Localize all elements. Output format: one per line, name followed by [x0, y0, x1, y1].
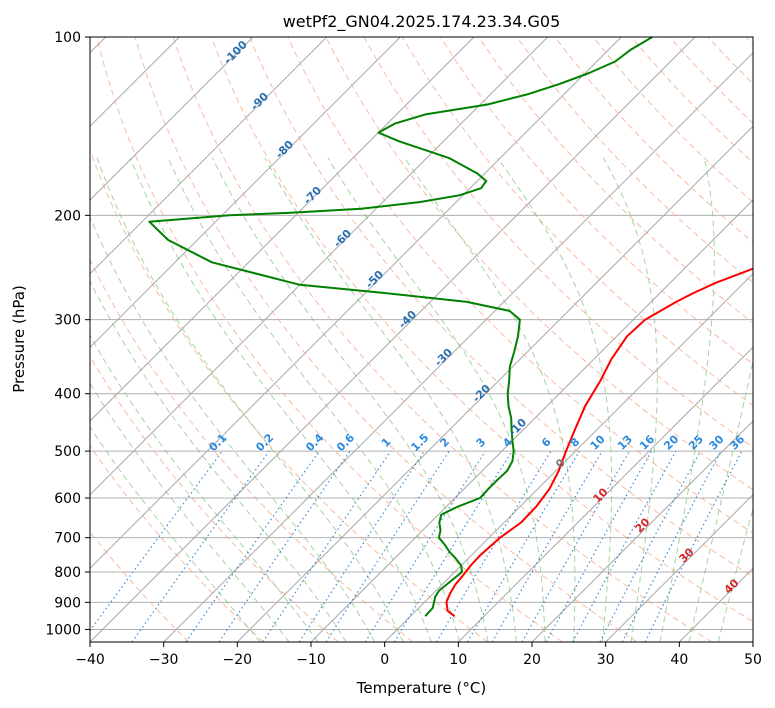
x-tick-label: 10: [449, 652, 467, 668]
dry-adiabat-line: [210, 37, 753, 623]
isotherm-line: [236, 125, 753, 642]
dry-adiabat-line: [249, 37, 753, 578]
isotherm-line: [310, 199, 753, 642]
isotherm-line: [457, 346, 753, 642]
moist-adiabat-line: [90, 334, 319, 642]
moist-adiabat-line: [129, 157, 432, 642]
x-axis-title: Temperature (°C): [356, 679, 486, 697]
moist-adiabat-line: [90, 382, 290, 642]
moist-adiabat-line: [90, 215, 376, 642]
x-tick-label: −10: [296, 652, 326, 668]
moist-adiabat-line: [167, 157, 461, 642]
plot-frame: [89, 36, 754, 643]
mixing-ratio-line: [185, 450, 320, 642]
mixing-ratio-line: [218, 450, 351, 642]
mixing-ratio-line: [393, 450, 513, 642]
y-tick-label: 600: [54, 491, 81, 507]
y-tick-label: 900: [54, 595, 81, 611]
isotherm-line: [90, 37, 622, 570]
y-tick-label: 200: [54, 208, 81, 224]
x-tick-label: −20: [223, 652, 253, 668]
mixing-ratio-line: [435, 450, 552, 642]
moist-adiabat-line: [688, 358, 753, 642]
y-axis-title: Pressure (hPa): [10, 285, 28, 393]
x-tick-label: 50: [744, 652, 762, 668]
temperature-trace: [445, 267, 753, 617]
moist-adiabat-line: [90, 279, 347, 642]
dry-adiabat-line: [172, 37, 712, 642]
isotherm-line: [384, 272, 753, 642]
moist-adiabat-line: [90, 426, 261, 642]
x-axis: −40 −30 −20 −10 0 10 20 30 40 50: [75, 642, 762, 668]
isotherm-line: [605, 493, 753, 642]
chart-title: wetPf2_GN04.2025.174.23.34.G05: [283, 12, 561, 32]
x-tick-label: −30: [149, 652, 179, 668]
y-tick-label: 400: [54, 387, 81, 403]
x-tick-label: 20: [523, 652, 541, 668]
moist-adiabat-line: [327, 157, 546, 642]
y-tick-label: 100: [54, 30, 81, 46]
moist-adiabat-line: [659, 157, 715, 642]
isotherm-line: [531, 420, 753, 642]
moist-adiabat-line: [602, 157, 658, 642]
moist-adiabat-line: [717, 506, 753, 642]
isotherm-line: [163, 51, 753, 642]
mixing-ratio-line: [572, 450, 677, 642]
moist-adiabat-line: [264, 157, 517, 642]
moist-adiabat-line: [96, 157, 404, 642]
x-tick-label: 40: [670, 652, 688, 668]
y-axis: 100 200 300 400 500 600 700 800 900 1000: [45, 30, 90, 638]
isotherm-line: [90, 37, 475, 422]
mixing-ratio-line: [364, 450, 486, 642]
mixing-ratio-lines: [90, 450, 743, 642]
y-tick-label: 1000: [45, 622, 81, 638]
moist-adiabat-line: [211, 157, 489, 642]
isotherm-line: [90, 37, 696, 642]
x-tick-label: 0: [380, 652, 389, 668]
mixing-ratio-line: [298, 450, 425, 642]
mixing-ratio-line: [262, 450, 392, 642]
dry-adiabat-line: [90, 445, 264, 642]
dry-adiabat-line: [96, 37, 563, 642]
y-tick-label: 700: [54, 531, 81, 547]
dry-adiabat-line: [516, 37, 753, 284]
isotherm-line: [90, 37, 549, 496]
y-tick-label: 500: [54, 444, 81, 460]
sounding-traces: [148, 37, 753, 617]
y-tick-label: 300: [54, 313, 81, 329]
dewpoint-trace: [148, 37, 653, 617]
pressure-gridlines: [90, 37, 753, 630]
dry-adiabat-line: [90, 258, 414, 642]
x-tick-label: −40: [75, 652, 105, 668]
mixing-ratio-line: [466, 450, 580, 642]
moist-adiabat-line: [497, 157, 613, 642]
mixing-ratio-line: [325, 450, 450, 642]
dry-adiabat-line: [325, 37, 753, 491]
dry-adiabat-line: [287, 37, 753, 534]
isotherm-line: [90, 37, 254, 201]
y-tick-label: 800: [54, 565, 81, 581]
x-tick-label: 30: [597, 652, 615, 668]
isotherm-line: [90, 37, 328, 275]
mixing-ratio-line: [599, 450, 702, 642]
